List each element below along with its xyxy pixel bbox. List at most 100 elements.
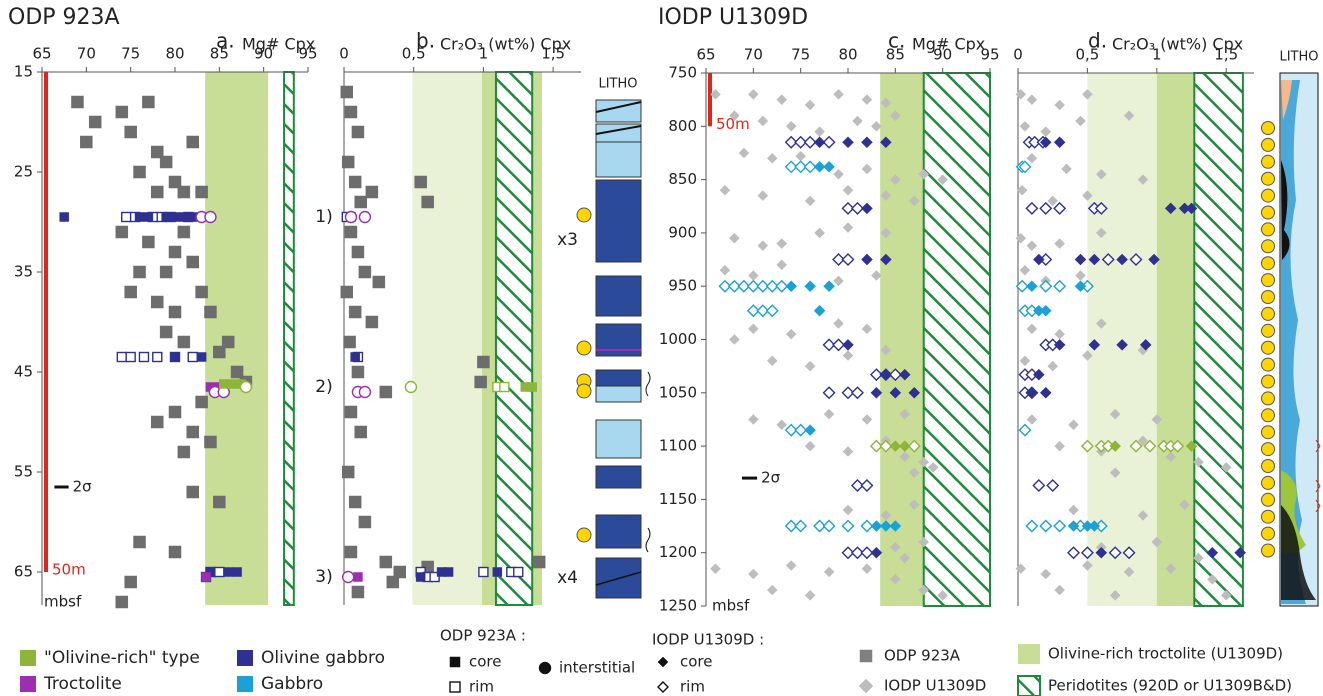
y-tick-label: 45 [14,363,33,381]
data-point [852,115,863,127]
data-point [340,285,354,299]
error-bar-label: 2σ [761,469,781,487]
data-point [889,440,902,452]
data-point [813,519,827,533]
legend-marker [859,649,873,663]
x-tick-label: 1,5 [1214,46,1238,64]
data-point [1053,519,1067,533]
data-point [170,352,180,362]
x-tick-label: 1,5 [541,45,565,63]
data-point [161,212,171,222]
data-point [358,385,372,399]
data-point [1075,115,1086,127]
data-point [151,145,164,159]
data-point [747,270,759,281]
data-point [1016,184,1028,196]
data-point [880,136,892,149]
data-point [1082,88,1093,100]
data-point [784,519,798,533]
data-point [344,105,358,119]
data-point [1109,589,1121,601]
panel-title: Mg# Cpx [912,35,985,54]
data-point [134,212,145,222]
data-point [747,323,759,335]
data-point [344,210,358,224]
data-point [1026,280,1038,293]
data-point [888,368,902,382]
field-band [1156,73,1195,606]
data-point [804,280,816,293]
data-point [1053,338,1066,351]
data-point [765,304,779,318]
data-point [365,185,379,199]
data-point [850,479,864,493]
data-point [477,355,490,369]
data-point [344,225,358,239]
data-point [889,110,901,121]
data-point [850,386,864,400]
data-point [168,175,182,189]
field-band [922,72,992,607]
data-point [351,365,365,379]
data-point [776,238,788,249]
data-point [803,160,817,174]
data-point [747,568,759,580]
sample-dot [1261,222,1275,237]
x-tick-label: 95 [980,46,999,64]
data-point [907,439,921,453]
data-point [842,222,854,233]
data-point [1082,190,1093,201]
data-point [804,440,816,452]
legend-marker [449,681,461,693]
data-point [177,225,191,239]
data-point [899,552,911,564]
sample-dot [1261,543,1275,558]
legend-marker [449,656,461,668]
data-point [1040,126,1052,137]
sample-dot [1261,475,1275,490]
x-tick-label: 85 [210,45,229,63]
data-point [414,175,427,189]
data-point [1137,435,1149,447]
sample-dot [1261,323,1275,338]
y-axis-label: mbsf [712,597,750,615]
x-tick-label: 90 [933,46,952,64]
data-point [842,446,854,457]
data-point [404,380,418,394]
sample-dot [1261,171,1275,186]
sample-dot [1261,357,1275,372]
data-point [776,94,788,106]
data-point [908,499,920,511]
data-point [115,105,129,119]
error-bar-label: 2σ [73,478,93,496]
data-point [1026,240,1038,252]
data-point [822,135,836,149]
data-point [351,585,365,599]
legend-label: rim [680,678,705,696]
data-point [125,351,136,363]
data-point [204,305,217,319]
data-point [1039,136,1052,149]
sample-dot [1261,526,1275,541]
data-point [775,279,789,293]
data-point [1054,328,1066,340]
data-point [1053,279,1067,293]
data-point [344,545,358,559]
data-point [804,195,816,207]
data-point [513,566,524,578]
data-point [1234,546,1246,559]
panel-letter: c. [888,29,905,53]
data-point [393,565,407,579]
data-point [1061,163,1072,175]
data-point [187,351,198,363]
data-point [1108,546,1122,560]
data-point [1109,467,1121,479]
data-point [59,212,69,222]
data-point [151,415,164,429]
data-point [880,227,892,239]
data-point [1206,573,1218,585]
data-point [213,345,226,359]
data-point [213,495,226,509]
field-band [205,72,269,605]
data-point [871,270,882,281]
